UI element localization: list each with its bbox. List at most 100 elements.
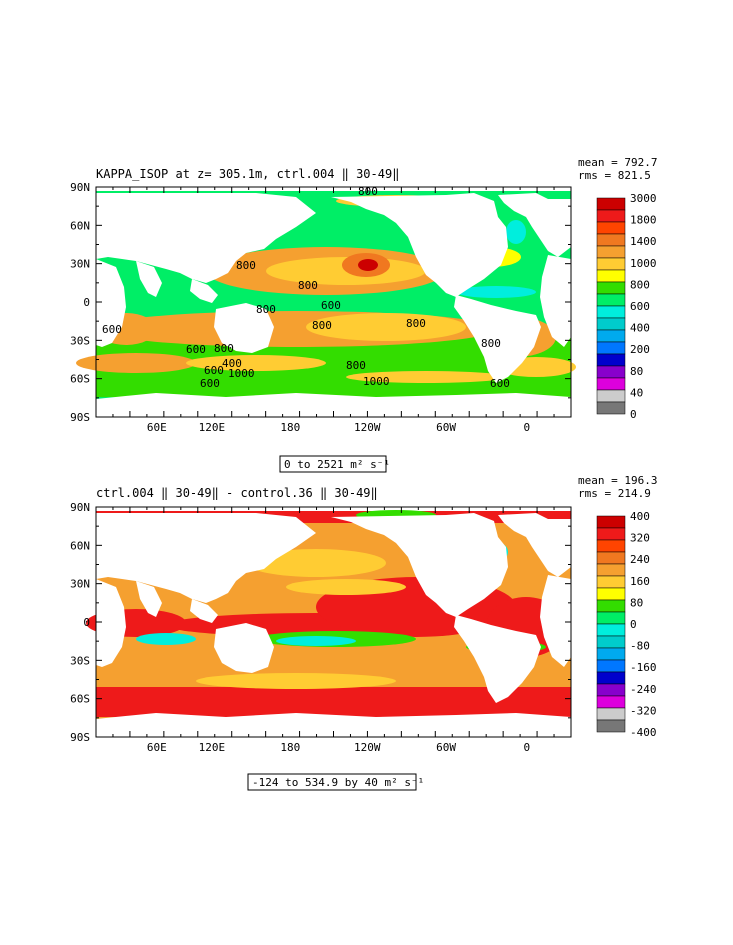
colorbar-swatch — [596, 707, 626, 721]
contour-label: 600 — [200, 377, 220, 390]
lon-tick-label: 120E — [199, 421, 226, 434]
colorbar-swatch — [596, 647, 626, 661]
colorbar-label: -160 — [630, 661, 657, 674]
panel-2-range-text: -124 to 534.9 by 40 m² s⁻¹ — [252, 776, 424, 789]
colorbar-swatch — [596, 623, 626, 637]
contour-label: 600 — [186, 343, 206, 356]
colorbar-swatch — [596, 221, 626, 235]
panel-1-title: KAPPA_ISOP at z= 305.1m, ctrl.004 ‖ 30-4… — [96, 167, 399, 181]
panel-1-lat-labels: 90N 60N 30N 0 30S 60S 90S — [70, 181, 90, 424]
colorbar-swatch — [596, 515, 626, 529]
colorbar-swatch — [596, 671, 626, 685]
lat-tick-label: 90N — [70, 181, 90, 194]
contour-label: 1000 — [363, 375, 390, 388]
lat-tick-label: 90N — [70, 501, 90, 514]
colorbar-label: 160 — [630, 575, 650, 588]
lat-tick-label: 90S — [70, 411, 90, 424]
lat-tick-label: 30S — [70, 334, 90, 347]
lon-tick-label: 180 — [280, 421, 300, 434]
lat-tick-label: 30N — [70, 258, 90, 271]
colorbar-swatch — [596, 563, 626, 577]
colorbar-swatch — [596, 257, 626, 271]
contour-label: 800 — [358, 185, 378, 198]
lat-tick-label: 0 — [83, 296, 90, 309]
colorbar-label: 1000 — [630, 257, 657, 270]
contour-label: 800 — [236, 259, 256, 272]
panel-2-lat-labels: 90N 60N 30N 0 30S 60S 90S — [70, 501, 90, 744]
colorbar-label: -240 — [630, 683, 657, 696]
lon-tick-label: 0 — [524, 741, 531, 754]
colorbar-label: 800 — [630, 278, 650, 291]
contour-label: 600 — [490, 377, 510, 390]
colorbar-swatch — [596, 635, 626, 649]
lat-tick-label: 30N — [70, 578, 90, 591]
lat-tick-label: 30S — [70, 654, 90, 667]
colorbar-swatch — [596, 587, 626, 601]
lon-tick-label: 180 — [280, 741, 300, 754]
colorbar-swatch — [596, 539, 626, 553]
colorbar-swatch — [596, 683, 626, 697]
panel-2-lon-labels: 60E 120E 180 120W 60W 0 — [147, 741, 530, 754]
colorbar-swatch — [596, 353, 626, 367]
colorbar-swatch — [596, 305, 626, 319]
lon-tick-label: 60W — [436, 741, 456, 754]
colorbar-label: 80 — [630, 365, 643, 378]
colorbar-swatch — [596, 341, 626, 355]
colorbar-swatch — [596, 695, 626, 709]
colorbar-label: 0 — [630, 618, 637, 631]
colorbar-label: 80 — [630, 596, 643, 609]
colorbar-label: 400 — [630, 322, 650, 335]
panel-2-rms: rms = 214.9 — [578, 487, 651, 500]
colorbar-swatch — [596, 329, 626, 343]
panel-1-mean: mean = 792.7 — [578, 156, 657, 169]
lon-tick-label: 60E — [147, 421, 167, 434]
contour-label: 800 — [346, 359, 366, 372]
colorbar-label: -80 — [630, 640, 650, 653]
lon-tick-label: 120W — [354, 741, 381, 754]
panel-2-range-box: -124 to 534.9 by 40 m² s⁻¹ — [247, 773, 424, 791]
colorbar-label: 600 — [630, 300, 650, 313]
contour-label: 800 — [312, 319, 332, 332]
colorbar-swatch — [596, 197, 626, 211]
lat-tick-label: 90S — [70, 731, 90, 744]
colorbar-label: -400 — [630, 726, 657, 739]
colorbar-label: 3000 — [630, 192, 657, 205]
colorbar-swatch — [596, 551, 626, 565]
colorbar-swatch — [596, 293, 626, 307]
panel-2-colorbar: 400 320 240 160 80 0 -80 -160 -240 -320 -400 — [596, 510, 657, 739]
contour-label: 800 — [214, 342, 234, 355]
contour-label: 600 — [102, 323, 122, 336]
colorbar-swatch — [596, 527, 626, 541]
lon-tick-label: 60E — [147, 741, 167, 754]
colorbar-swatch — [596, 365, 626, 379]
colorbar-swatch — [596, 575, 626, 589]
colorbar-swatch — [596, 719, 626, 733]
colorbar-swatch — [596, 389, 626, 403]
colorbar-swatch — [596, 377, 626, 391]
lat-tick-label: 0 — [83, 616, 90, 629]
lat-tick-label: 60S — [70, 693, 90, 706]
axis-ticks — [95, 186, 572, 418]
panel-1-rms: rms = 821.5 — [578, 169, 651, 182]
lon-tick-label: 120E — [199, 741, 226, 754]
colorbar-label: 200 — [630, 343, 650, 356]
contour-label: 800 — [256, 303, 276, 316]
colorbar-swatch — [596, 245, 626, 259]
colorbar-label: 240 — [630, 553, 650, 566]
contour-label: 600 — [321, 299, 341, 312]
lon-tick-label: 120W — [354, 421, 381, 434]
colorbar-label: 1800 — [630, 214, 657, 227]
panel-2-mean: mean = 196.3 — [578, 474, 657, 487]
colorbar-swatch — [596, 659, 626, 673]
colorbar-swatch — [596, 269, 626, 283]
lat-tick-label: 60N — [70, 539, 90, 552]
colorbar-swatch — [596, 233, 626, 247]
colorbar-swatch — [596, 281, 626, 295]
colorbar-label: 1400 — [630, 235, 657, 248]
axis-ticks — [95, 506, 572, 738]
contour-label: 1000 — [228, 367, 255, 380]
contour-label: 600 — [204, 364, 224, 377]
